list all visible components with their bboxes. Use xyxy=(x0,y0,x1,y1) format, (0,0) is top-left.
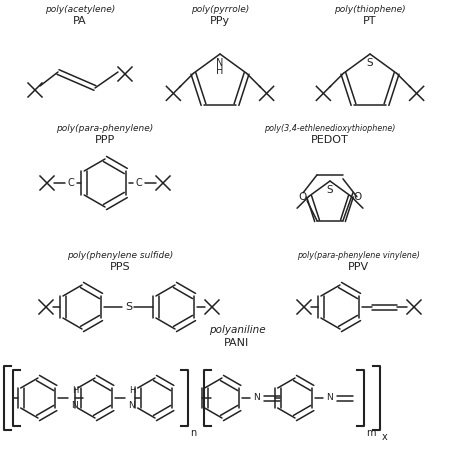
Text: poly(phenylene sulfide): poly(phenylene sulfide) xyxy=(67,250,173,259)
Text: N: N xyxy=(128,401,136,410)
Text: C: C xyxy=(68,178,74,188)
Text: N: N xyxy=(254,393,260,402)
Text: m: m xyxy=(366,428,375,438)
Text: poly(pyrrole): poly(pyrrole) xyxy=(191,4,249,13)
Text: poly(3,4-ethlenedioxythiophene): poly(3,4-ethlenedioxythiophene) xyxy=(264,124,396,133)
Text: S: S xyxy=(125,302,132,312)
Text: H: H xyxy=(129,386,135,395)
Text: PA: PA xyxy=(73,16,87,26)
Text: O: O xyxy=(354,192,362,202)
Text: PPV: PPV xyxy=(347,262,369,272)
Text: N: N xyxy=(327,393,333,402)
Text: PPy: PPy xyxy=(210,16,230,26)
Text: N: N xyxy=(72,401,78,410)
Text: N: N xyxy=(216,58,224,68)
Text: PPS: PPS xyxy=(109,262,130,272)
Text: PEDOT: PEDOT xyxy=(311,135,349,145)
Text: x: x xyxy=(382,432,388,442)
Text: O: O xyxy=(298,192,306,202)
Text: poly(thiophene): poly(thiophene) xyxy=(334,4,406,13)
Text: S: S xyxy=(367,58,374,68)
Text: S: S xyxy=(327,185,333,195)
Text: PT: PT xyxy=(363,16,377,26)
Text: PPP: PPP xyxy=(95,135,115,145)
Text: H: H xyxy=(216,66,224,76)
Text: poly(para-phenylene): poly(para-phenylene) xyxy=(56,124,154,133)
Text: C: C xyxy=(136,178,142,188)
Text: n: n xyxy=(190,428,196,438)
Text: poly(para-phenylene vinylene): poly(para-phenylene vinylene) xyxy=(297,250,419,259)
Text: H: H xyxy=(72,386,78,395)
Text: poly(acetylene): poly(acetylene) xyxy=(45,4,115,13)
Text: polyaniline: polyaniline xyxy=(209,325,265,335)
Text: PANI: PANI xyxy=(224,338,250,348)
